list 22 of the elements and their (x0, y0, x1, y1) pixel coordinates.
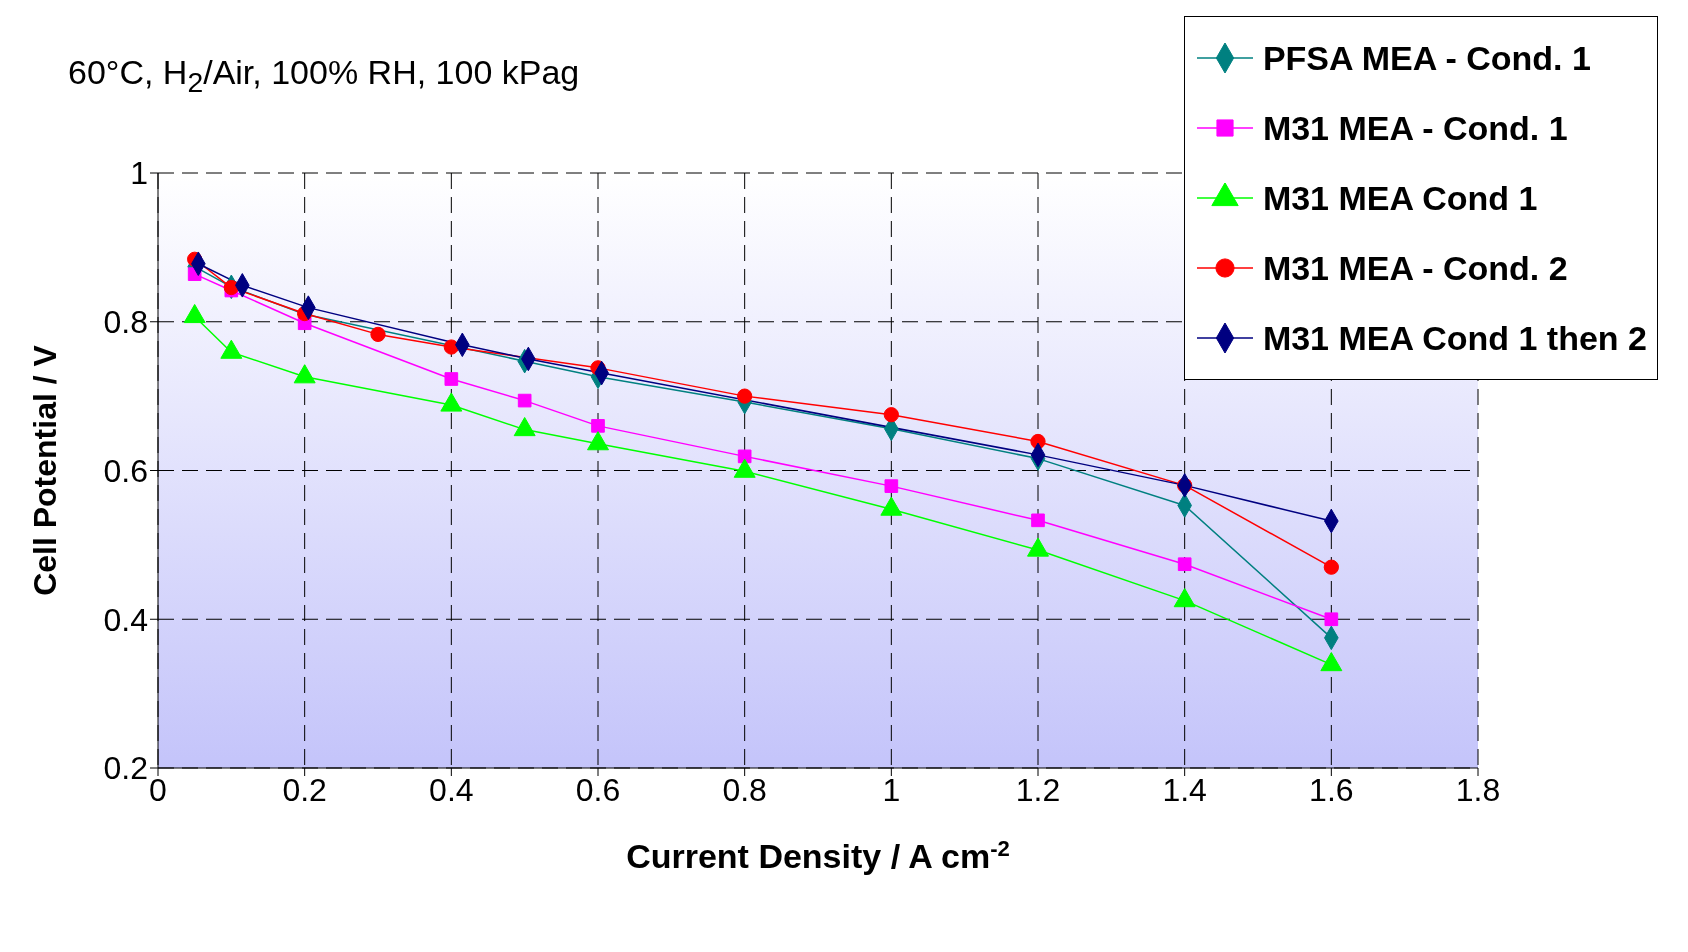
y-tick-label: 1 (130, 155, 148, 192)
x-tick-label: 1.6 (1309, 771, 1354, 808)
legend-label: M31 MEA - Cond. 2 (1262, 248, 1568, 288)
chart-title: 60°C, H$_{2}$/Air, 100% RH, 100 kPag (68, 53, 580, 99)
y-axis-title: Cell Potential / V (27, 344, 63, 596)
legend-label: M31 MEA Cond 1 (1262, 178, 1538, 218)
x-tick-label: 0.6 (575, 771, 621, 808)
legend-label: M31 MEA Cond 1 then 2 (1262, 318, 1647, 358)
legend-label: M31 MEA - Cond. 1 (1262, 108, 1568, 148)
x-tick-label: 1 (882, 771, 901, 808)
y-tick-label: 0.8 (103, 304, 148, 341)
legend-label: PFSA MEA - Cond. 1 (1262, 38, 1591, 78)
x-tick-label: 0 (149, 771, 167, 808)
y-tick-label: 0.6 (103, 452, 148, 489)
x-tick-label: 1.4 (1162, 771, 1207, 808)
x-tick-label: 0.2 (282, 771, 327, 808)
x-axis-title: Current Density / A cm$^{-2}$ (626, 835, 1010, 875)
y-tick-label: 0.4 (103, 601, 148, 638)
x-tick-label: 1.8 (1455, 771, 1501, 808)
x-tick-label: 0.4 (429, 771, 474, 808)
x-tick-label: 0.8 (722, 771, 767, 808)
x-tick-label: 1.2 (1015, 771, 1061, 808)
